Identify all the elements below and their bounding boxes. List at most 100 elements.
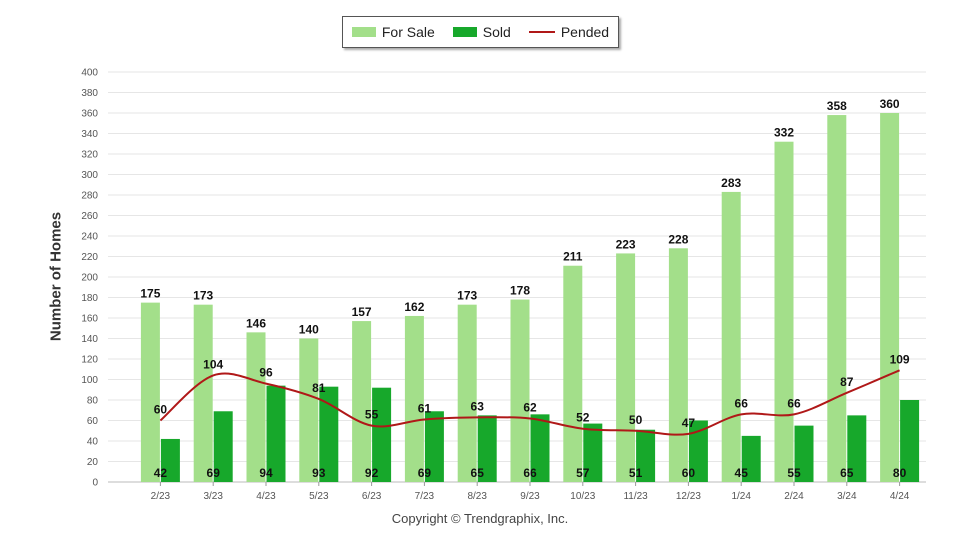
x-tick-label: 4/24: [890, 491, 910, 502]
sold-bar: [636, 429, 656, 482]
sold-data-label: 45: [735, 466, 749, 480]
copyright-text: Copyright © Trendgraphix, Inc.: [391, 511, 569, 526]
for-sale-data-label: 332: [774, 126, 794, 140]
y-tick-label: 120: [81, 355, 98, 366]
for-sale-bar: [457, 304, 477, 482]
sold-data-label: 92: [365, 466, 379, 480]
x-tick-label: 5/23: [309, 491, 329, 502]
sold-data-label: 55: [787, 466, 801, 480]
y-tick-label: 20: [87, 457, 99, 468]
y-tick-label: 300: [81, 170, 98, 181]
pended-data-label: 96: [259, 366, 273, 380]
sold-bar: [319, 386, 339, 482]
sold-bar: [794, 425, 814, 482]
for-sale-bar: [193, 304, 213, 482]
for-sale-data-label: 211: [563, 250, 583, 264]
x-tick-label: 12/23: [676, 491, 701, 502]
pended-data-label: 104: [203, 357, 223, 371]
pended-data-label: 52: [576, 411, 590, 425]
for-sale-data-label: 173: [193, 289, 213, 303]
pended-line-icon: [528, 31, 555, 33]
sold-data-label: 60: [682, 466, 696, 480]
y-tick-label: 380: [81, 88, 98, 99]
x-tick-label: 8/23: [467, 491, 487, 502]
for-sale-data-label: 223: [616, 237, 636, 251]
x-tick-label: 9/23: [520, 491, 540, 502]
sold-bar: [900, 400, 920, 482]
sold-swatch-icon: [452, 27, 477, 37]
sold-bar: [741, 435, 761, 482]
y-tick-label: 200: [81, 273, 98, 284]
y-tick-label: 0: [92, 478, 98, 489]
for-sale-bar: [668, 248, 688, 482]
legend-item-pended[interactable]: Pended: [528, 24, 610, 40]
sold-bar: [688, 420, 708, 482]
for-sale-bar: [827, 115, 847, 483]
for-sale-data-label: 178: [510, 284, 530, 298]
for-sale-data-label: 175: [140, 287, 160, 301]
y-tick-label: 160: [81, 314, 98, 325]
sold-data-label: 94: [259, 466, 273, 480]
x-tick-label: 7/23: [415, 491, 435, 502]
for-sale-data-label: 358: [827, 99, 847, 113]
pended-data-label: 63: [471, 399, 485, 413]
legend-label-for-sale: For Sale: [381, 24, 435, 40]
legend-item-for-sale[interactable]: For Sale: [351, 24, 435, 40]
sold-bar: [372, 387, 392, 482]
x-tick-label: 1/24: [731, 491, 751, 502]
for-sale-data-label: 173: [457, 289, 477, 303]
for-sale-bar: [774, 141, 794, 482]
y-tick-label: 240: [81, 232, 98, 243]
y-tick-label: 140: [81, 334, 98, 345]
pended-data-label: 50: [629, 413, 643, 427]
sold-data-label: 57: [576, 466, 590, 480]
y-tick-label: 360: [81, 109, 98, 120]
x-tick-label: 3/23: [203, 491, 223, 502]
sold-bar: [213, 411, 233, 482]
sold-data-label: 42: [154, 466, 168, 480]
y-tick-label: 40: [87, 437, 99, 448]
for-sale-swatch-icon: [351, 27, 376, 37]
y-tick-label: 180: [81, 293, 98, 304]
for-sale-bar: [616, 253, 636, 482]
pended-data-label: 66: [735, 396, 749, 410]
pended-data-label: 87: [840, 375, 854, 389]
y-tick-label: 320: [81, 150, 98, 161]
sold-bar: [160, 438, 180, 482]
for-sale-bar: [352, 321, 372, 482]
y-tick-label: 220: [81, 252, 98, 263]
x-tick-label: 10/23: [570, 491, 595, 502]
for-sale-data-label: 146: [246, 316, 266, 330]
y-tick-label: 80: [87, 396, 99, 407]
y-tick-label: 280: [81, 191, 98, 202]
pended-data-label: 62: [523, 400, 537, 414]
legend-label-pended: Pended: [560, 24, 610, 40]
sold-data-label: 80: [893, 466, 907, 480]
x-tick-label: 3/24: [837, 491, 857, 502]
x-tick-label: 6/23: [362, 491, 382, 502]
y-tick-label: 260: [81, 211, 98, 222]
legend-item-sold[interactable]: Sold: [452, 24, 511, 40]
pended-data-label: 81: [312, 381, 326, 395]
sold-data-label: 66: [523, 466, 537, 480]
y-tick-label: 60: [87, 416, 99, 427]
for-sale-bar: [299, 338, 319, 482]
x-tick-label: 11/23: [623, 491, 648, 502]
for-sale-bar: [510, 299, 530, 482]
for-sale-data-label: 360: [880, 97, 900, 111]
for-sale-bar: [563, 265, 583, 482]
pended-data-label: 109: [890, 352, 910, 366]
for-sale-data-label: 283: [721, 176, 741, 190]
pended-data-label: 61: [418, 401, 432, 415]
y-tick-label: 100: [81, 375, 98, 386]
sold-data-label: 65: [471, 466, 485, 480]
chart-legend: For Sale Sold Pended: [342, 16, 619, 48]
x-tick-label: 2/23: [151, 491, 171, 502]
sold-bar: [266, 385, 286, 482]
x-tick-label: 2/24: [784, 491, 804, 502]
y-tick-label: 400: [81, 68, 98, 79]
sold-bar: [424, 411, 444, 482]
pended-data-label: 66: [787, 396, 801, 410]
pended-data-label: 55: [365, 408, 379, 422]
x-tick-label: 4/23: [256, 491, 276, 502]
